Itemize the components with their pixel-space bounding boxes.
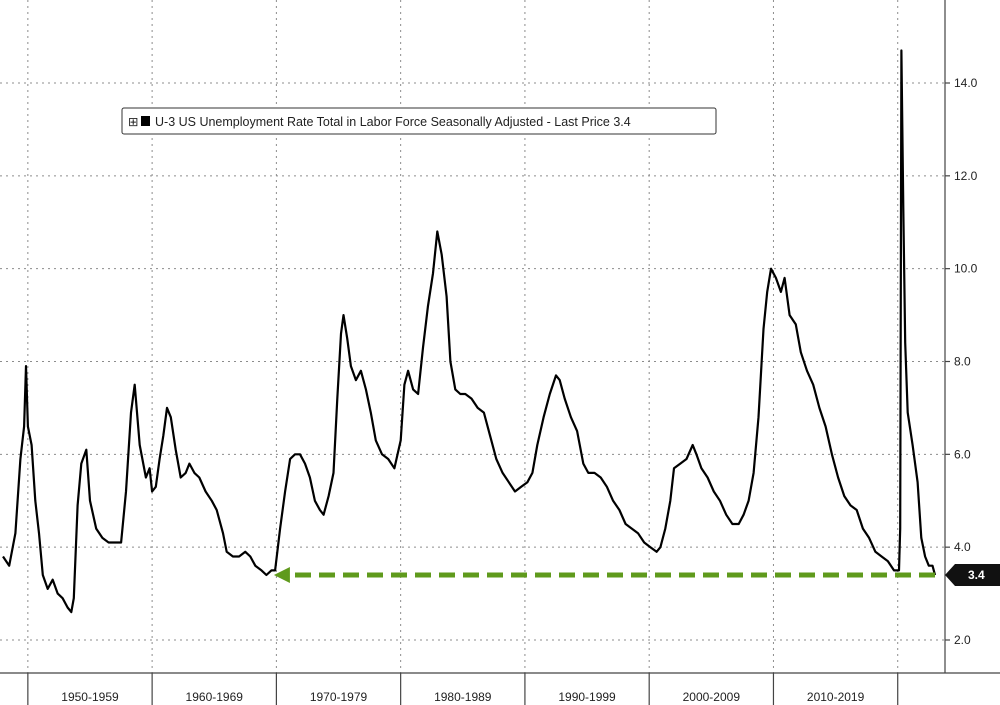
legend-box: [121, 107, 717, 135]
x-decade-label: 2000-2009: [683, 690, 741, 704]
x-decade-label: 1950-1959: [61, 690, 119, 704]
legend-text: U-3 US Unemployment Rate Total in Labor …: [155, 115, 631, 129]
y-tick-label: 2.0: [954, 633, 971, 647]
x-decade-label: 1960-1969: [186, 690, 244, 704]
y-tick-label: 10.0: [954, 262, 978, 276]
y-tick-label: 14.0: [954, 76, 978, 90]
y-tick-label: 8.0: [954, 355, 971, 369]
arrowhead-icon: [273, 567, 290, 584]
x-decade-label: 1990-1999: [558, 690, 616, 704]
x-decade-label: 1980-1989: [434, 690, 492, 704]
label-layer: 2.0 4.0 6.0 8.0 10.0 12.0 14.0 1950-1959 1960-19…: [61, 76, 1000, 704]
legend-expand-icon: ⊞: [128, 115, 138, 129]
y-tick-label: 6.0: [954, 447, 971, 461]
legend-series-swatch: [141, 116, 150, 126]
series-layer: [2, 49, 937, 614]
arrow-layer: [273, 567, 935, 584]
x-decade-label: 1970-1979: [310, 690, 368, 704]
y-tick-label: 12.0: [954, 169, 978, 183]
legend: ⊞ U-3 US Unemployment Rate Total in Labor…: [121, 107, 717, 135]
unemployment-series-line: [2, 49, 937, 614]
last-value-label: 3.4: [968, 568, 985, 582]
y-tick-label: 4.0: [954, 540, 971, 554]
grid-lines: [0, 0, 945, 673]
x-decade-label: 2010-2019: [807, 690, 865, 704]
last-value-badge: [945, 564, 1000, 587]
